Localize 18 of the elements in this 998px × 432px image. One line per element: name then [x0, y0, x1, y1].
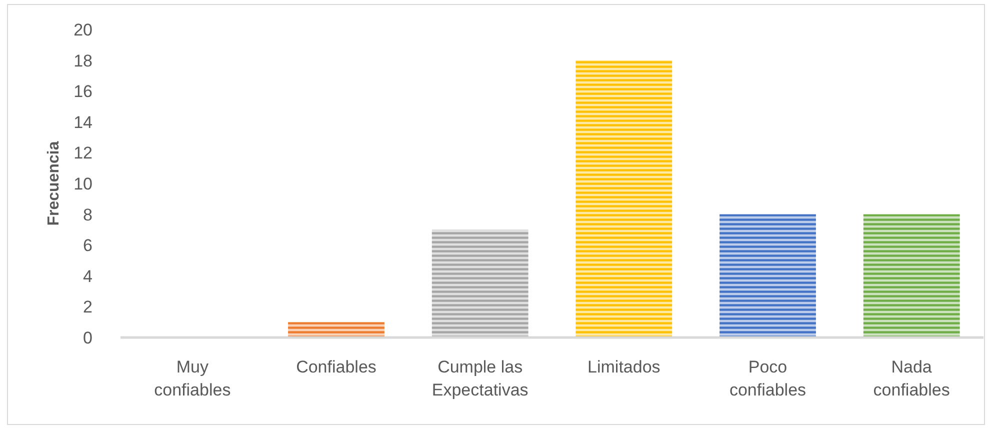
y-tick-label: 18: [74, 51, 93, 70]
y-tick-label: 14: [74, 112, 93, 132]
y-tick-label: 20: [74, 20, 93, 40]
y-tick-label: 0: [83, 328, 93, 348]
x-tick-label: Limitados: [588, 358, 660, 376]
y-tick-label: 12: [74, 144, 93, 163]
y-tick-label: 10: [74, 174, 93, 194]
x-tick-label: Confiables: [296, 358, 376, 376]
y-tick-label: 16: [74, 82, 93, 102]
x-tick-label: Muy confiables: [154, 358, 231, 400]
x-tick-label: Nada confiables: [873, 358, 950, 400]
y-tick-label: 2: [83, 298, 93, 317]
y-tick-label: 8: [83, 205, 93, 224]
y-axis-title: Frecuencia: [46, 141, 63, 226]
x-tick-label: Cumple las Expectativas: [432, 358, 528, 400]
y-tick-label: 4: [83, 266, 93, 286]
y-tick-label: 6: [83, 236, 93, 256]
x-tick-label: Poco confiables: [729, 358, 806, 400]
